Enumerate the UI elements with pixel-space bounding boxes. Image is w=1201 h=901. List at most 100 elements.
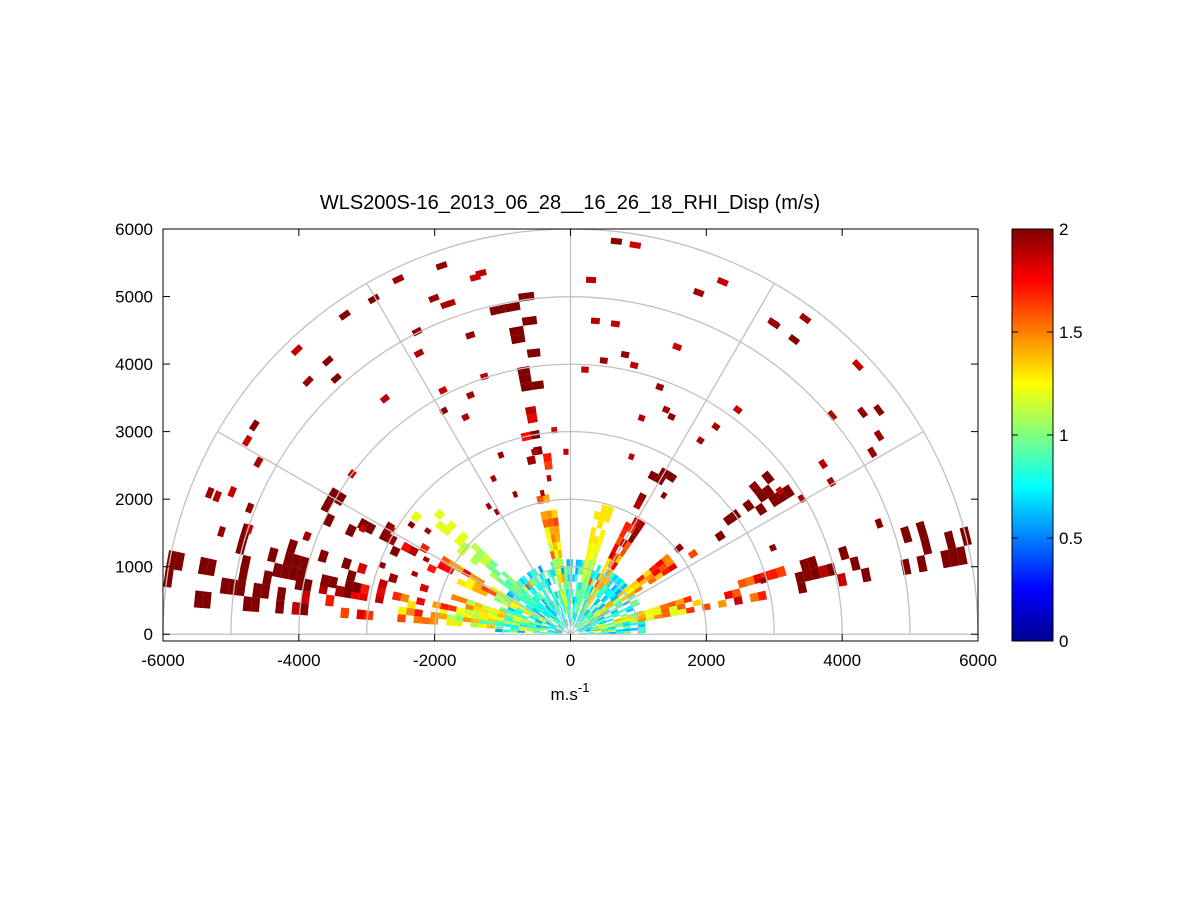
scan-cell: [590, 543, 597, 553]
scan-cell: [528, 615, 536, 621]
scan-cell: [463, 582, 474, 591]
scan-cell: [660, 491, 668, 500]
scan-cell: [554, 616, 561, 623]
scan-cell: [568, 596, 571, 604]
scan-cell: [585, 575, 591, 585]
scan-cell: [677, 608, 687, 616]
scan-cell: [447, 604, 457, 612]
scan-cell: [534, 620, 543, 625]
scan-cell: [578, 628, 586, 632]
scan-cell: [587, 613, 594, 620]
scan-cell: [520, 619, 529, 624]
scan-cell: [559, 622, 566, 629]
scan-cell: [291, 601, 301, 615]
scan-cell: [562, 604, 566, 613]
scan-cell: [600, 608, 609, 615]
scan-cell: [567, 589, 570, 597]
scan-cell: [472, 606, 482, 613]
scan-cell: [545, 604, 552, 612]
scan-cell: [535, 584, 542, 592]
scan-cell: [528, 622, 537, 626]
scan-cell: [548, 626, 556, 630]
scan-cell: [575, 621, 581, 628]
scan-cell: [547, 585, 553, 594]
scan-cell: [509, 325, 525, 337]
scan-cell: [599, 529, 607, 539]
scan-cell: [600, 627, 609, 630]
scan-cell: [603, 513, 612, 524]
scan-cell: [749, 483, 759, 492]
scan-cell: [558, 623, 565, 630]
scan-cell: [276, 586, 287, 601]
scan-cell: [636, 610, 646, 617]
scan-cell: [537, 601, 545, 608]
scan-cell: [239, 554, 252, 572]
scan-cell: [532, 607, 540, 613]
scan-cell: [583, 575, 588, 584]
scan-cell: [590, 628, 599, 631]
scan-cell: [601, 565, 608, 574]
scan-cell: [610, 320, 621, 328]
scan-cell: [581, 583, 586, 592]
y-tick-label: 2000: [115, 490, 153, 509]
scan-cell: [320, 498, 334, 513]
scan-cell: [540, 598, 547, 606]
scan-cell: [330, 372, 342, 384]
scan-cell: [414, 608, 423, 617]
scan-cell: [552, 568, 557, 577]
scan-cell: [548, 542, 554, 552]
scan-cell: [526, 581, 534, 589]
scan-cell: [542, 621, 550, 626]
scan-cell: [555, 631, 563, 633]
scan-cell: [692, 599, 702, 607]
scan-cell: [638, 630, 646, 634]
scan-cell: [343, 579, 355, 592]
scan-cell: [661, 405, 671, 414]
scan-cell: [469, 273, 481, 282]
scan-cell: [549, 623, 557, 628]
scan-cell: [754, 502, 768, 516]
scan-cell: [737, 578, 748, 589]
scan-cell: [546, 570, 552, 578]
scan-cell: [450, 594, 460, 602]
scan-cell: [590, 570, 596, 579]
scan-cell: [364, 521, 377, 535]
scan-cell: [873, 404, 885, 417]
scan-cell: [794, 571, 805, 584]
scan-cell: [722, 513, 735, 526]
x-tick-label: -4000: [277, 651, 320, 670]
scan-cell: [287, 566, 299, 581]
scan-cell: [636, 520, 646, 530]
scan-cell: [557, 582, 562, 591]
scan-cell: [576, 613, 581, 621]
scan-cell: [585, 611, 592, 618]
scan-cell: [622, 625, 631, 629]
scan-cell: [838, 545, 850, 561]
scan-cell: [583, 601, 589, 610]
scan-cell: [572, 596, 575, 605]
scan-cell: [526, 455, 537, 466]
scan-cell: [575, 566, 579, 575]
scan-cell: [542, 612, 550, 619]
scan-cell: [399, 593, 410, 603]
scan-cell: [524, 609, 533, 615]
scan-cell: [658, 563, 668, 572]
scan-cell: [235, 580, 247, 597]
scan-cell: [573, 604, 576, 612]
scan-cell: [620, 350, 630, 359]
scan-cell: [631, 526, 641, 537]
scan-cell: [549, 624, 557, 629]
scan-cell: [593, 579, 600, 588]
scan-cell: [356, 609, 366, 620]
scan-cell: [496, 613, 506, 619]
scan-cell: [550, 561, 555, 570]
scan-cell: [553, 525, 560, 535]
scan-cell: [673, 543, 684, 554]
scan-cell: [620, 582, 628, 591]
scan-cell: [591, 607, 599, 614]
scan-cell: [675, 598, 685, 606]
scan-cell: [520, 598, 529, 605]
scan-cell: [956, 546, 968, 566]
scan-cell: [636, 574, 646, 583]
